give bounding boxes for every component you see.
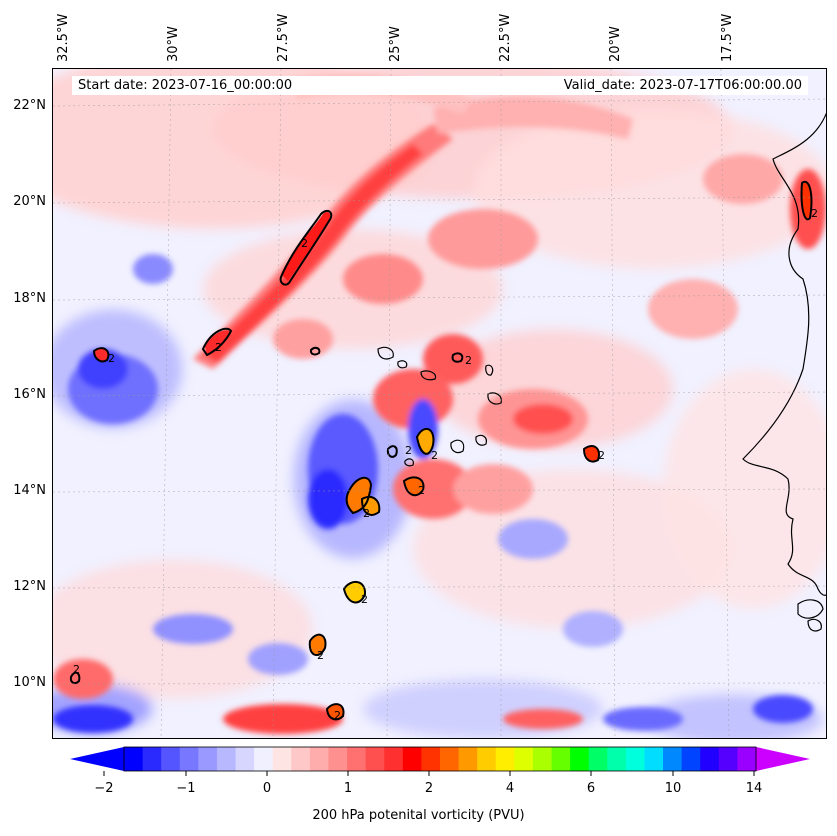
colorbar-segment <box>328 747 348 771</box>
colorbar-segment <box>384 747 404 771</box>
colorbar-segment <box>495 747 515 771</box>
pv-features <box>53 74 826 734</box>
longitude-label: 17.5°W <box>720 13 735 62</box>
latitude-label: 22°N <box>13 98 46 113</box>
colorbar-tick-label: 6 <box>586 781 596 796</box>
colorbar-segment <box>440 747 460 771</box>
latitude-label: 16°N <box>13 387 46 402</box>
contour-value-label: 2 <box>465 354 472 367</box>
colorbar-tick-label: −1 <box>176 781 196 796</box>
colorbar-segment <box>179 747 199 771</box>
colorbar <box>70 746 810 776</box>
contour-value-label: 2 <box>598 449 605 462</box>
colorbar-segment <box>570 747 590 771</box>
colorbar-segment <box>254 747 274 771</box>
latitude-label: 14°N <box>13 483 46 498</box>
colorbar-segment <box>588 747 608 771</box>
colorbar-segment <box>700 747 720 771</box>
colorbar-segment <box>309 747 329 771</box>
gridlines <box>53 69 826 738</box>
colorbar-segment <box>458 747 478 771</box>
contour-value-label: 2 <box>317 649 324 662</box>
colorbar-tick-label: 2 <box>424 781 434 796</box>
contour-value-label: 2 <box>108 352 115 365</box>
date-info-bar: Start date: 2023-07-16_00:00:00 Valid_da… <box>72 76 808 95</box>
contour-value-label: 2 <box>405 444 412 457</box>
colorbar-label: 200 hPa potenital vorticity (PVU) <box>312 808 525 823</box>
valid-date-label: Valid_date: 2023-07-17T06:00:00.00 <box>563 78 802 93</box>
contour-value-label: 2 <box>301 237 308 250</box>
colorbar-segment <box>625 747 645 771</box>
colorbar-segment <box>124 747 144 771</box>
contour-value-label: 2 <box>811 207 818 220</box>
colorbar-tick-label: 14 <box>745 781 763 796</box>
contour-labels: 2 2 2 2 2 2 2 2 2 2 2 2 2 2 <box>73 207 818 722</box>
longitude-label: 22.5°W <box>498 13 513 62</box>
longitude-label: 30°W <box>166 26 181 62</box>
contour-value-label: 2 <box>363 507 370 520</box>
longitude-label: 32.5°W <box>56 13 71 62</box>
colorbar-segment <box>402 747 422 771</box>
colorbar-segment <box>142 747 162 771</box>
colorbar-segment <box>532 747 553 771</box>
coastlines <box>377 112 826 632</box>
colorbar-segment <box>272 747 292 771</box>
colorbar-tick-label: 10 <box>664 781 682 796</box>
contour-value-label: 2 <box>334 709 341 722</box>
colorbar-segment <box>681 747 701 771</box>
colorbar-segment <box>607 747 627 771</box>
colorbar-tick-label: −2 <box>94 781 114 796</box>
colorbar-over-triangle <box>756 747 810 771</box>
colorbar-segment <box>644 747 664 771</box>
colorbar-segment <box>421 747 441 771</box>
colorbar-segment <box>235 747 255 771</box>
colorbar-segment <box>198 747 218 771</box>
latitude-label: 20°N <box>13 194 46 209</box>
colorbar-segment <box>216 747 237 771</box>
contour-value-label: 2 <box>361 593 368 606</box>
colorbar-segment <box>514 747 534 771</box>
longitude-label: 20°W <box>608 26 623 62</box>
colorbar-tick-label: 1 <box>343 781 353 796</box>
colorbar-tick-label: 4 <box>505 781 515 796</box>
contour-value-label: 2 <box>431 449 438 462</box>
colorbar-segment <box>718 747 738 771</box>
latitude-label: 18°N <box>13 291 46 306</box>
colorbar-segment <box>551 747 571 771</box>
contour-value-label: 2 <box>73 663 80 676</box>
colorbar-segment <box>663 747 683 771</box>
contour-value-label: 2 <box>418 484 425 497</box>
longitude-label: 27.5°W <box>276 13 291 62</box>
longitude-label: 25°W <box>388 26 403 62</box>
colorbar-tick-label: 0 <box>262 781 272 796</box>
colorbar-segment <box>365 747 385 771</box>
latitude-label: 12°N <box>13 579 46 594</box>
pv-field-map: 2 2 2 2 2 2 2 2 2 2 2 2 2 2 <box>53 69 826 738</box>
colorbar-segment <box>737 747 757 771</box>
colorbar-segment <box>291 747 311 771</box>
map-panel: 2 2 2 2 2 2 2 2 2 2 2 2 2 2 <box>52 68 827 739</box>
pv-2-contours <box>69 180 813 721</box>
latitude-label: 10°N <box>13 675 46 690</box>
start-date-label: Start date: 2023-07-16_00:00:00 <box>78 78 293 93</box>
colorbar-segment <box>477 747 497 771</box>
contour-value-label: 2 <box>215 341 222 354</box>
colorbar-segment <box>161 747 181 771</box>
colorbar-under-triangle <box>70 747 124 771</box>
colorbar-segment <box>347 747 367 771</box>
